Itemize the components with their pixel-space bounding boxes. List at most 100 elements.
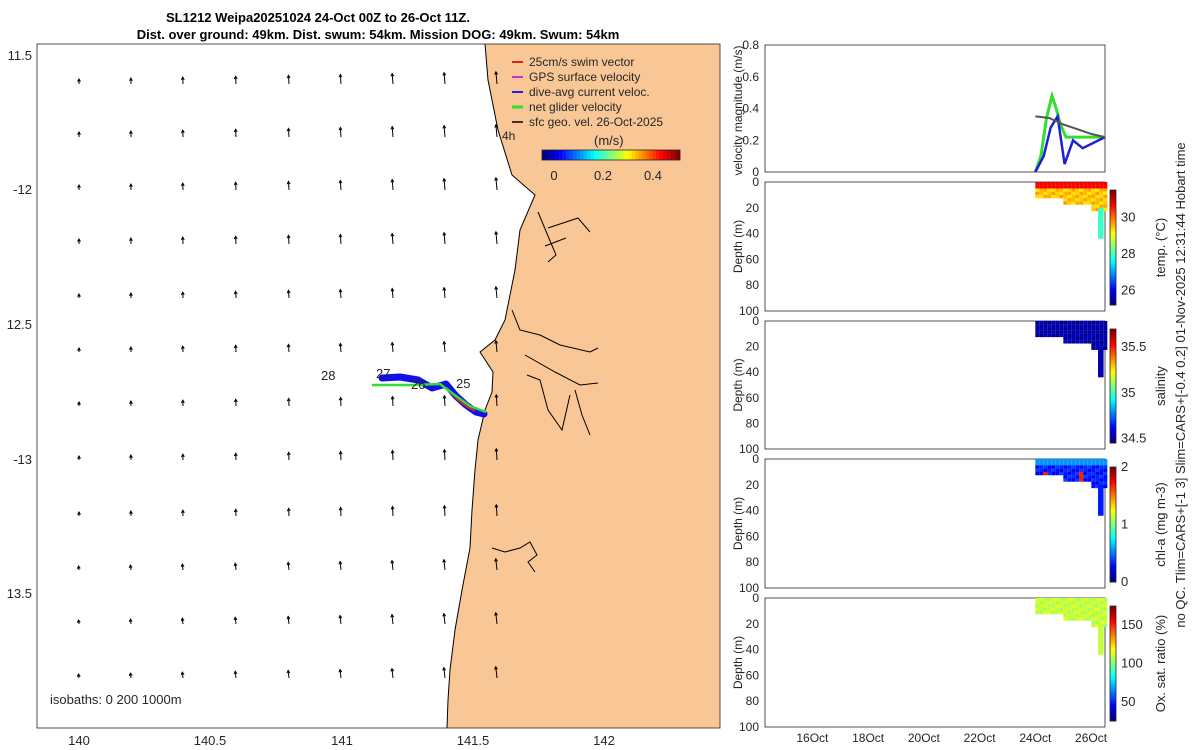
section-colorbar-segment	[1110, 412, 1116, 415]
section-cell	[1075, 337, 1080, 341]
section-cell	[1091, 462, 1096, 466]
section-cell	[1059, 465, 1064, 469]
section-cell	[1067, 321, 1072, 325]
current-vector	[77, 454, 81, 460]
section-cell	[1047, 462, 1052, 466]
section-cell	[1103, 207, 1108, 212]
section-colorbar-segment	[1110, 543, 1116, 547]
section-cell	[1067, 459, 1072, 463]
section-cell	[1059, 601, 1064, 605]
section-colorbar-segment	[1110, 507, 1116, 511]
section-cell	[1079, 330, 1084, 334]
current-vector	[233, 290, 238, 299]
section-cell	[1047, 194, 1052, 199]
section-cell	[1087, 198, 1092, 202]
section-cell	[1067, 607, 1072, 612]
section-cell	[1063, 337, 1068, 341]
section-colorbar-segment	[1110, 407, 1116, 411]
section-colorbar-segment	[1110, 369, 1116, 373]
section-cell	[1063, 462, 1068, 466]
section-colorbar-segment	[1110, 245, 1116, 248]
current-vector	[390, 667, 395, 679]
current-vector	[233, 181, 238, 191]
section-cell	[1103, 459, 1108, 463]
current-vector	[286, 397, 291, 407]
section-cell	[1047, 465, 1052, 469]
section-colorbar-segment	[1110, 348, 1116, 351]
section-cell	[1055, 333, 1060, 338]
section-cell	[1079, 198, 1084, 202]
section-cell	[1043, 471, 1048, 476]
section-cell	[1087, 617, 1092, 621]
section-colorbar-segment	[1110, 402, 1116, 406]
section-cell	[1095, 614, 1100, 618]
section-cell	[1099, 598, 1104, 602]
speed-colorbar-segment	[607, 150, 612, 160]
section-colorbar-label: chl-a (mg m-3)	[1153, 482, 1168, 567]
section-colorbar-segment	[1110, 495, 1116, 499]
section-colorbar-segment	[1110, 269, 1116, 272]
section-cell	[1099, 343, 1104, 347]
section-cell	[1075, 321, 1080, 325]
section-cell	[1051, 601, 1056, 605]
section-panel-3: 0 20 40 60 80 100 Depth (m) 2 1 0 chl-a (mg m-3)	[731, 452, 1168, 595]
section-colorbar-segment	[1110, 502, 1116, 506]
section-cell	[1087, 321, 1092, 325]
section-cell	[1079, 201, 1084, 205]
section-cell	[1059, 194, 1064, 199]
section-colorbar-segment	[1110, 290, 1116, 294]
section-cell	[1067, 617, 1072, 621]
section-cell	[1079, 321, 1084, 325]
section-colorbar-segment	[1110, 249, 1116, 253]
current-vector	[129, 292, 133, 299]
depth-ytick: 40	[746, 227, 760, 241]
current-vector	[129, 454, 133, 461]
section-colorbar-segment	[1110, 395, 1116, 399]
section-cell	[1079, 471, 1084, 476]
section-cell	[1075, 598, 1080, 602]
section-cell	[1099, 340, 1104, 344]
section-colorbar-segment	[1110, 367, 1116, 370]
section-colorbar-segment	[1110, 665, 1116, 669]
section-cell	[1075, 617, 1080, 621]
section-colorbar-label: temp. (°C)	[1153, 218, 1168, 277]
section-cell	[1039, 327, 1044, 331]
section-colorbar-segment	[1110, 364, 1116, 368]
section-colorbar-segment	[1110, 505, 1116, 509]
section-cell	[1071, 340, 1076, 344]
section-cell	[1071, 614, 1076, 618]
side-label: no QC. Tlim=CARS+[-1 3] Slim=CARS+[-0.4 …	[1173, 142, 1188, 627]
section-cell	[1079, 191, 1084, 196]
section-colorbar-segment	[1110, 562, 1116, 566]
section-cell	[1079, 478, 1084, 482]
section-cell	[1083, 607, 1088, 612]
section-cell	[1087, 188, 1092, 192]
section-colorbar-segment	[1110, 574, 1116, 578]
section-cell	[1047, 333, 1052, 338]
section-cell	[1095, 188, 1100, 192]
day-labels: 28 27 26 25	[321, 366, 470, 392]
section-cell	[1071, 327, 1076, 331]
section-cell	[1091, 327, 1096, 331]
section-cell	[1067, 327, 1072, 331]
speed-colorbar-segment	[590, 150, 594, 160]
section-cell	[1103, 604, 1108, 608]
current-vector	[442, 558, 446, 571]
section-cell	[1043, 327, 1048, 331]
speed-colorbar-segment	[624, 150, 629, 160]
section-colorbar-segment	[1110, 716, 1116, 720]
current-vector	[233, 344, 238, 353]
section-cell	[1039, 471, 1044, 476]
section-cell	[1067, 333, 1072, 338]
current-vector	[338, 179, 343, 191]
section-cell	[1095, 601, 1100, 605]
section-cell	[1051, 324, 1056, 328]
section-cell	[1071, 185, 1076, 189]
current-vector	[390, 341, 395, 353]
section-cell	[1059, 324, 1064, 328]
section-cell	[1043, 459, 1048, 463]
section-cell	[1063, 185, 1068, 189]
section-colorbar-segment	[1110, 478, 1116, 482]
section-cell	[1091, 204, 1096, 208]
section-cell	[1091, 185, 1096, 189]
